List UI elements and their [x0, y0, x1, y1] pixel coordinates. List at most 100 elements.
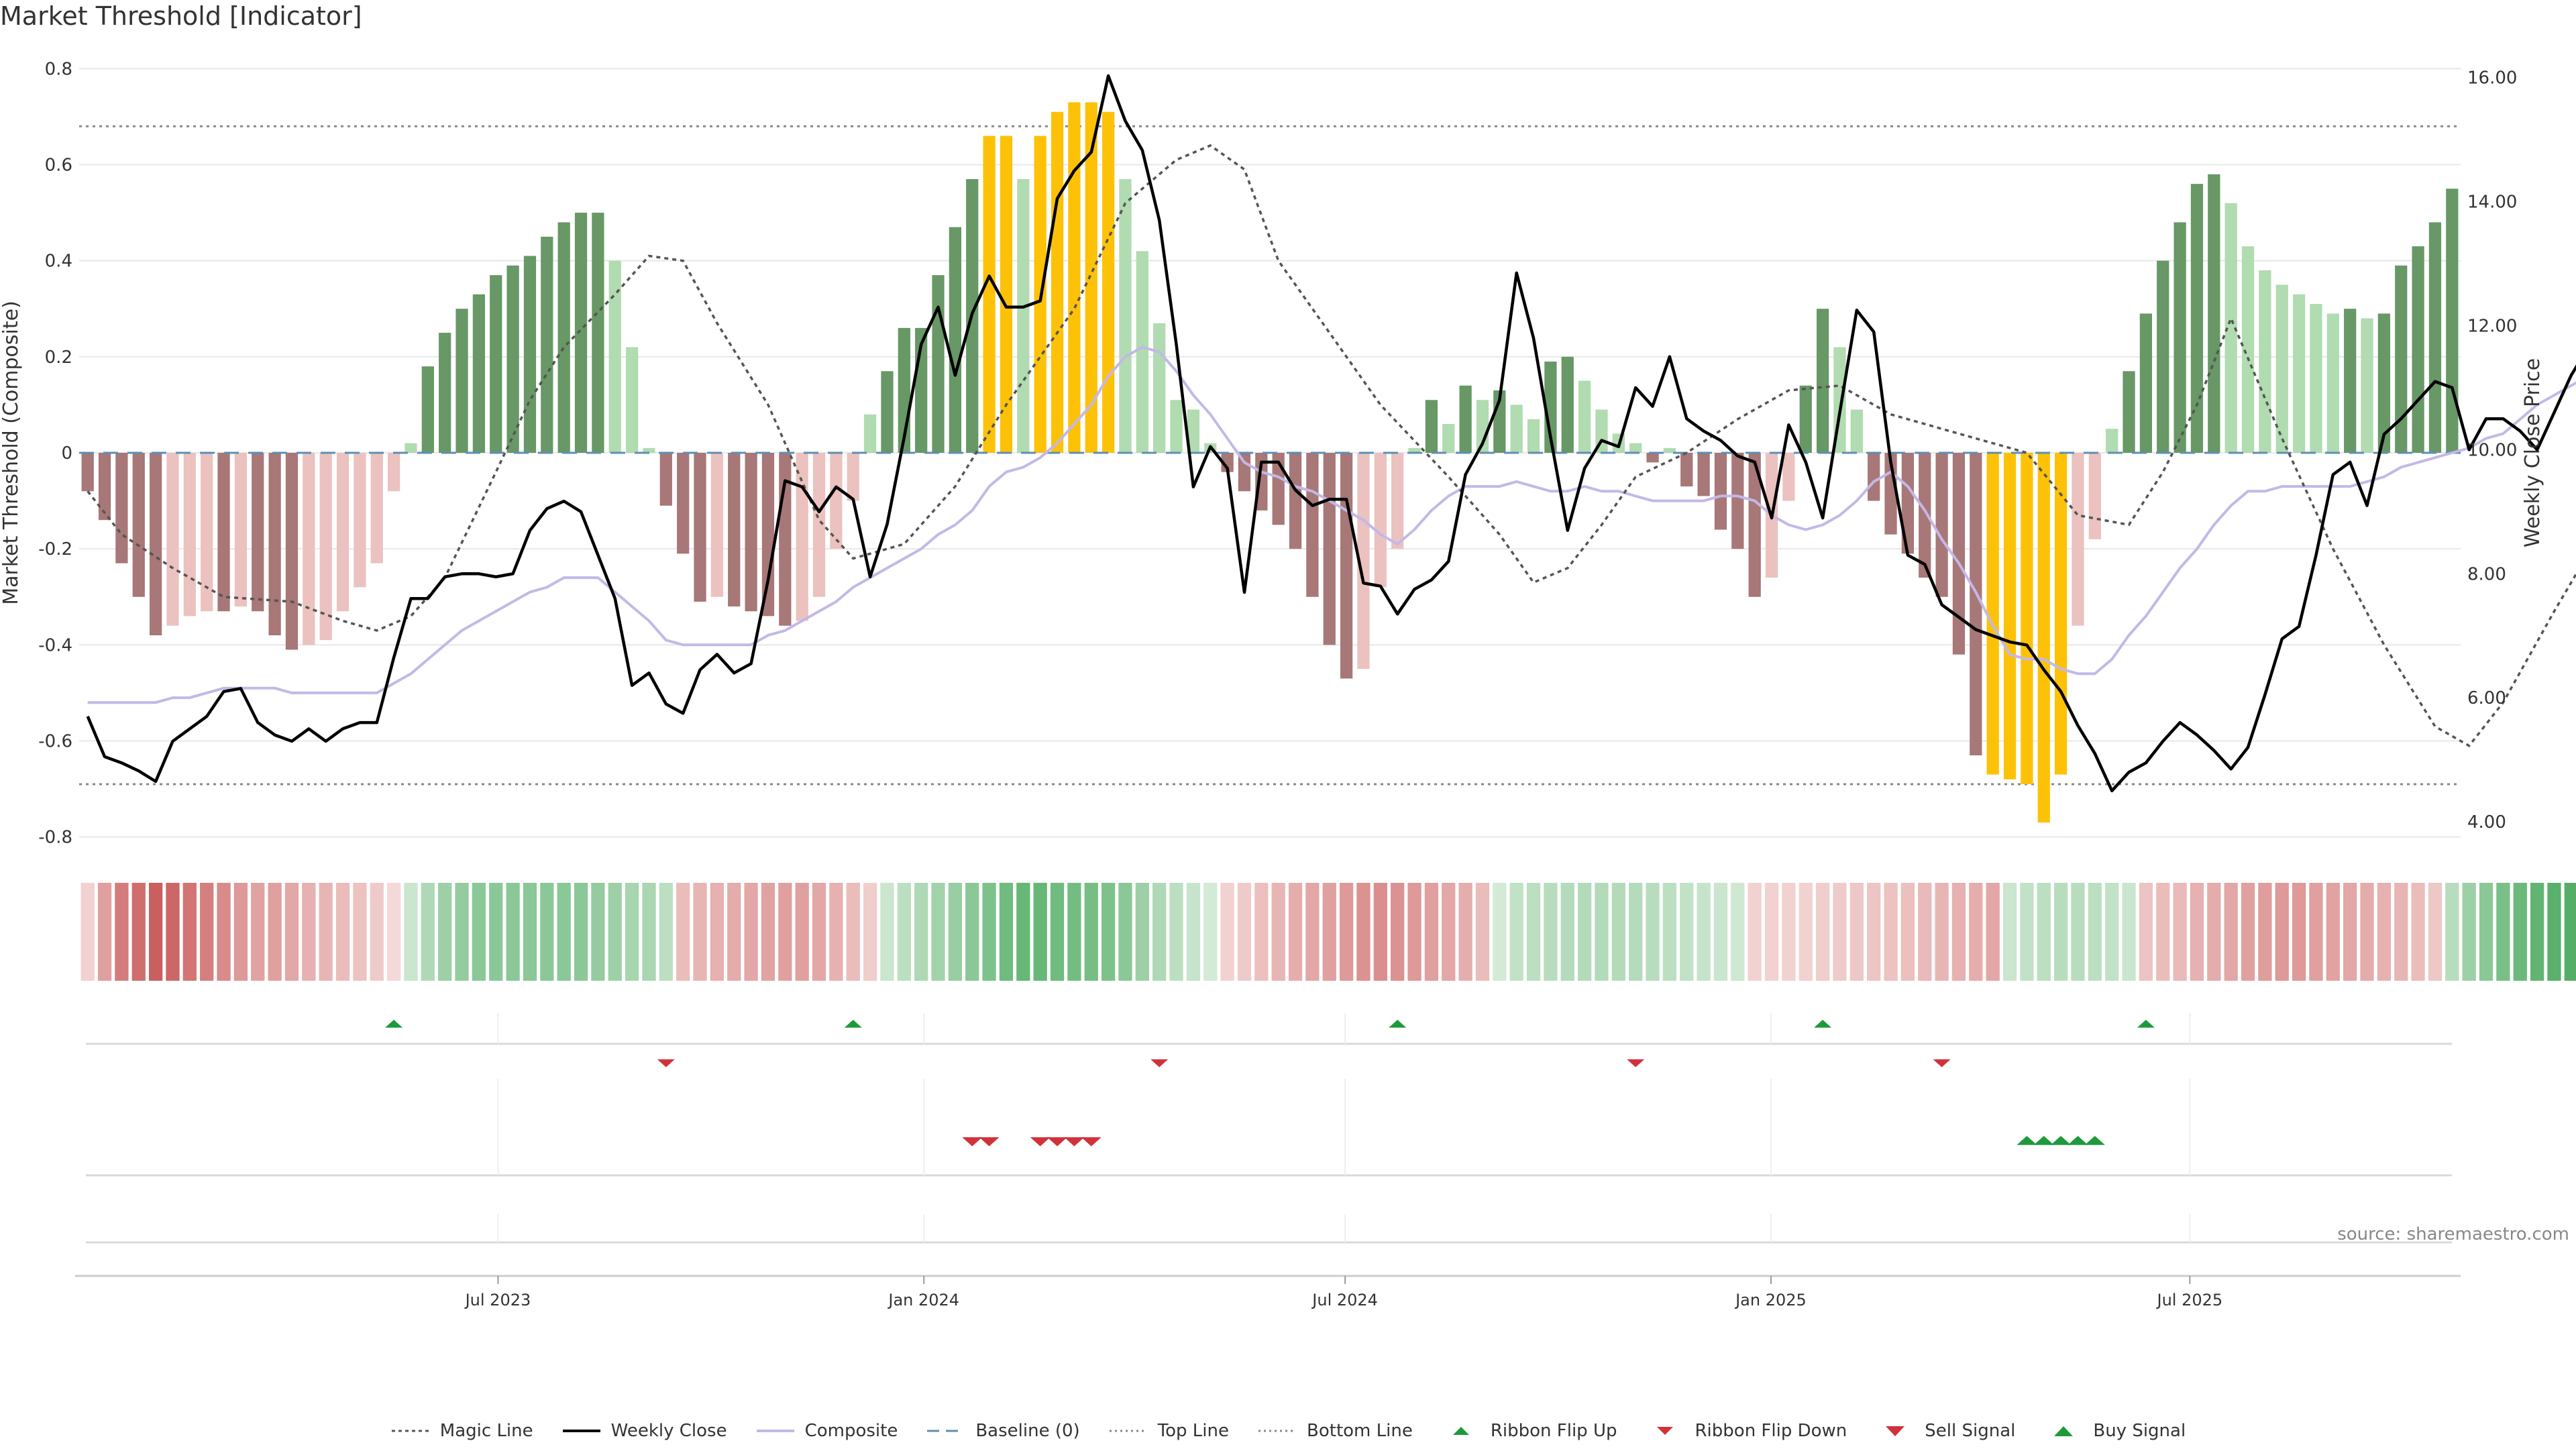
ribbon-cell	[710, 883, 724, 981]
chart-legend: Magic Line Weekly Close Composite Baseline …	[0, 1421, 2576, 1441]
composite-bar	[1425, 400, 1438, 453]
chart-title: Market Threshold [Indicator]	[0, 1, 362, 31]
legend-swatch	[390, 1424, 431, 1438]
composite-bar	[2395, 265, 2408, 453]
ribbon-cell	[2071, 883, 2085, 981]
ribbon-cell	[812, 883, 826, 981]
legend-label: Magic Line	[439, 1421, 533, 1441]
composite-bar	[592, 213, 604, 453]
left-axis-label: Market Threshold (Composite)	[0, 301, 23, 605]
magic-line	[87, 144, 2576, 747]
composite-bar	[2275, 284, 2288, 453]
composite-bar	[796, 453, 808, 621]
composite-bar	[2157, 260, 2169, 453]
right-tick-label: 16.00	[2467, 68, 2517, 89]
composite-bar	[1102, 111, 1115, 453]
composite-bar	[1970, 453, 1982, 755]
left-tick-label: -0.6	[38, 732, 72, 752]
composite-bar	[1663, 447, 1676, 453]
ribbon-cell	[2241, 883, 2255, 981]
composite-line	[87, 345, 2576, 704]
composite-bar	[745, 453, 757, 612]
ribbon-cell	[2053, 883, 2068, 981]
composite-bar	[2241, 246, 2255, 453]
ribbon-cell	[1493, 883, 1507, 981]
axes: -0.8 -0.6 -0.4 -0.2 0 0.2 0.4 0.6 0.8 4.00 6.00 8.0…	[0, 59, 2544, 1309]
composite-bar	[710, 453, 724, 597]
ribbon-cell	[1697, 883, 1711, 981]
sell-signal-marker	[1064, 1137, 1085, 1146]
ribbon-cell	[1203, 883, 1218, 981]
left-tick-label: 0.6	[45, 155, 72, 175]
composite-bar	[1153, 323, 1166, 453]
composite-bar	[2106, 429, 2118, 453]
ribbon-cell	[948, 883, 963, 981]
x-tick-label: Jan 2024	[887, 1291, 959, 1309]
legend-item: Top Line	[1108, 1421, 1229, 1441]
ribbon-cell	[1118, 883, 1132, 981]
composite-bar	[1085, 102, 1097, 453]
composite-bar	[405, 443, 417, 453]
ribbon-cell	[761, 883, 775, 981]
ribbon-cell	[2275, 883, 2289, 981]
ribbon-cell	[268, 883, 282, 981]
composite-bar	[1782, 453, 1795, 501]
composite-bar	[2037, 453, 2050, 823]
composite-bar	[541, 236, 553, 453]
composite-bar	[201, 453, 213, 612]
composite-bar	[2208, 174, 2220, 453]
buy-signal-marker	[2033, 1136, 2054, 1145]
ribbon-cell	[2377, 883, 2392, 981]
ribbon-cell	[1731, 883, 1745, 981]
ribbon-cell	[353, 883, 367, 981]
right-axis-label: Weekly Close Price	[2521, 358, 2544, 547]
ribbon-cell	[999, 883, 1014, 981]
ribbon-cell	[2360, 883, 2374, 981]
ribbon-cell	[693, 883, 707, 981]
ribbon-cell	[1237, 883, 1252, 981]
ribbon-cell	[1288, 883, 1303, 981]
composite-bar	[2003, 453, 2017, 780]
ribbon-cell	[1611, 883, 1625, 981]
composite-bar	[2259, 270, 2271, 453]
ribbon-cell	[1084, 883, 1098, 981]
composite-bar	[98, 453, 111, 521]
ribbon-cell	[1050, 883, 1065, 981]
composite-bar	[1136, 251, 1148, 453]
ribbon-cell	[863, 883, 877, 981]
ribbon-cell	[2173, 883, 2187, 981]
composite-bar	[1731, 453, 1744, 549]
ribbon-cell	[880, 883, 894, 981]
composite-bar	[506, 265, 519, 453]
ribbon-cell	[200, 883, 214, 981]
ribbon-cell	[523, 883, 537, 981]
composite-bar	[694, 453, 706, 602]
composite-bar	[1510, 405, 1523, 453]
composite-bar	[677, 453, 690, 554]
ribbon-cell	[1101, 883, 1116, 981]
ribbon-cell	[370, 883, 384, 981]
composite-bar	[132, 453, 145, 597]
composite-bar	[949, 227, 962, 453]
ribbon-cell	[1407, 883, 1421, 981]
ribbon-cell	[1646, 883, 1660, 981]
composite-bar	[455, 309, 468, 453]
buy-signal-marker	[2017, 1136, 2037, 1145]
ribbon-cell	[1748, 883, 1762, 981]
ribbon-cell	[386, 883, 401, 981]
ribbon-cell	[2411, 883, 2425, 981]
legend-item: Composite	[755, 1421, 898, 1441]
composite-bar	[1068, 102, 1081, 453]
composite-bar	[370, 453, 383, 564]
composite-bar	[863, 414, 877, 453]
composite-bar	[1187, 409, 1200, 453]
composite-bar	[1119, 178, 1132, 453]
composite-bar	[439, 333, 451, 453]
ribbon-cell	[1900, 883, 1915, 981]
ribbon-cell	[2258, 883, 2272, 981]
composite-bar	[1000, 136, 1013, 453]
legend-swatch	[1108, 1424, 1148, 1438]
composite-bar	[1051, 111, 1064, 453]
ribbon-flip-up-marker	[385, 1020, 403, 1028]
ribbon-cell	[2530, 883, 2544, 981]
